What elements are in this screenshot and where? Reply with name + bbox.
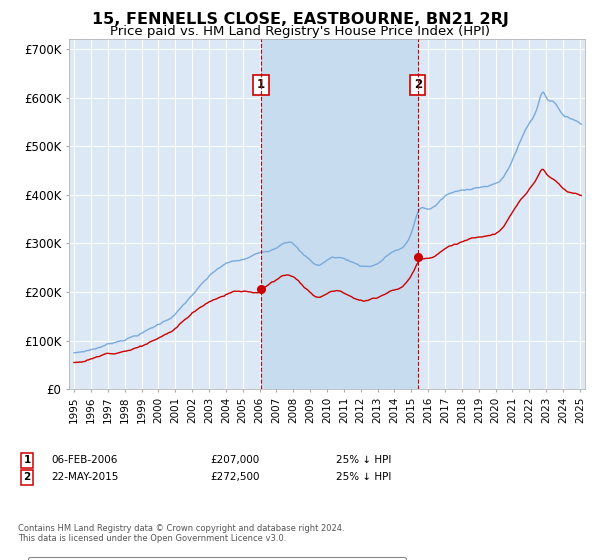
Text: 25% ↓ HPI: 25% ↓ HPI bbox=[336, 455, 391, 465]
Text: 1: 1 bbox=[257, 78, 265, 91]
Text: 25% ↓ HPI: 25% ↓ HPI bbox=[336, 472, 391, 482]
Bar bbox=[261, 39, 418, 389]
Legend: 15, FENNELLS CLOSE, EASTBOURNE, BN21 2RJ (detached house), HPI: Average price, d: 15, FENNELLS CLOSE, EASTBOURNE, BN21 2RJ… bbox=[28, 557, 406, 560]
Text: Contains HM Land Registry data © Crown copyright and database right 2024.
This d: Contains HM Land Registry data © Crown c… bbox=[18, 524, 344, 543]
Text: £272,500: £272,500 bbox=[210, 472, 260, 482]
Text: 2: 2 bbox=[413, 78, 422, 91]
Text: 15, FENNELLS CLOSE, EASTBOURNE, BN21 2RJ: 15, FENNELLS CLOSE, EASTBOURNE, BN21 2RJ bbox=[92, 12, 508, 27]
Text: Price paid vs. HM Land Registry's House Price Index (HPI): Price paid vs. HM Land Registry's House … bbox=[110, 25, 490, 38]
Text: 06-FEB-2006: 06-FEB-2006 bbox=[51, 455, 118, 465]
Text: 22-MAY-2015: 22-MAY-2015 bbox=[51, 472, 118, 482]
Text: £207,000: £207,000 bbox=[210, 455, 259, 465]
Text: 1: 1 bbox=[23, 455, 31, 465]
Text: 2: 2 bbox=[23, 472, 31, 482]
